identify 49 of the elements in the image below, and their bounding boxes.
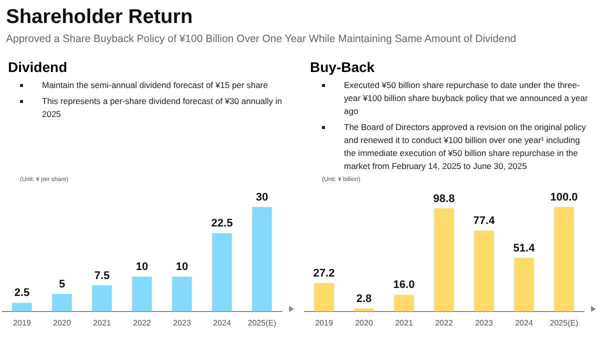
data-label: 22.5 bbox=[211, 218, 233, 230]
bar bbox=[314, 283, 334, 312]
data-label: 5 bbox=[58, 278, 66, 291]
x-tick-label: 2019 bbox=[315, 318, 334, 328]
bar bbox=[514, 258, 534, 312]
text: The Board of Directors approved a revision on the original policy and renewed it to conduct ¥100 billion over one year¹ including the immediate execution of ¥50 billion share repurchase in the market from February 14, 2025 to June 30, 2025 bbox=[344, 122, 586, 171]
bar bbox=[554, 207, 574, 312]
data-label: 2.8 bbox=[356, 293, 372, 306]
data-label: 98.8 bbox=[433, 192, 455, 205]
x-tick-label: 2021 bbox=[395, 318, 414, 328]
data-label: 27.2 bbox=[313, 268, 335, 280]
data-label: 30 bbox=[256, 192, 268, 204]
x-tick-label: 2023 bbox=[475, 318, 494, 328]
x-tick-label: 2025(E) bbox=[248, 318, 277, 328]
bar bbox=[252, 207, 272, 312]
data-label: 51.4 bbox=[513, 242, 536, 254]
text: Maintain the semi-annual dividend forecast of ¥15 per share bbox=[42, 80, 268, 90]
data-label: 100.0 bbox=[550, 192, 578, 204]
x-tick-label: 2020 bbox=[53, 318, 72, 328]
data-label: 2.5 bbox=[14, 287, 30, 300]
text: Shareholder Return bbox=[6, 6, 194, 29]
bar bbox=[52, 294, 72, 312]
x-tick-label: 2024 bbox=[213, 318, 232, 328]
x-tick-label: 2020 bbox=[355, 318, 374, 328]
bar bbox=[474, 230, 494, 312]
bar bbox=[212, 233, 232, 312]
data-label: 77.4 bbox=[473, 215, 496, 228]
x-tick-label: 2019 bbox=[13, 318, 32, 328]
data-label: 7.5 bbox=[94, 270, 110, 282]
text: Executed ¥50 billion share repurchase to date under the three-year ¥100 billion share buyback policy that we announced a year ago bbox=[344, 80, 588, 116]
x-tick-label: 2023 bbox=[173, 318, 192, 328]
x-tick-label: 2024 bbox=[515, 318, 534, 328]
bar bbox=[132, 276, 152, 312]
bar bbox=[12, 302, 32, 312]
bar bbox=[172, 276, 192, 312]
text: This represents a per-share dividend forecast of ¥30 annually in 2025 bbox=[42, 96, 282, 119]
data-label: 10 bbox=[176, 261, 188, 274]
text: Approved a Share Buyback Policy of ¥100 Billion Over One Year While Maintaining Same Amount of Dividend bbox=[6, 33, 518, 45]
x-tick-label: 2021 bbox=[93, 318, 112, 328]
bar bbox=[394, 294, 414, 312]
bar bbox=[92, 285, 112, 312]
x-tick-label: 2025(E) bbox=[550, 318, 579, 328]
data-label: 16.0 bbox=[393, 279, 415, 292]
x-tick-label: 2022 bbox=[133, 318, 152, 328]
chart-title: Dividend bbox=[8, 59, 68, 75]
x-tick-label: 2022 bbox=[435, 318, 454, 328]
bar bbox=[434, 208, 454, 312]
data-label: 10 bbox=[136, 261, 148, 274]
chart-title: Buy-Back bbox=[310, 59, 376, 75]
